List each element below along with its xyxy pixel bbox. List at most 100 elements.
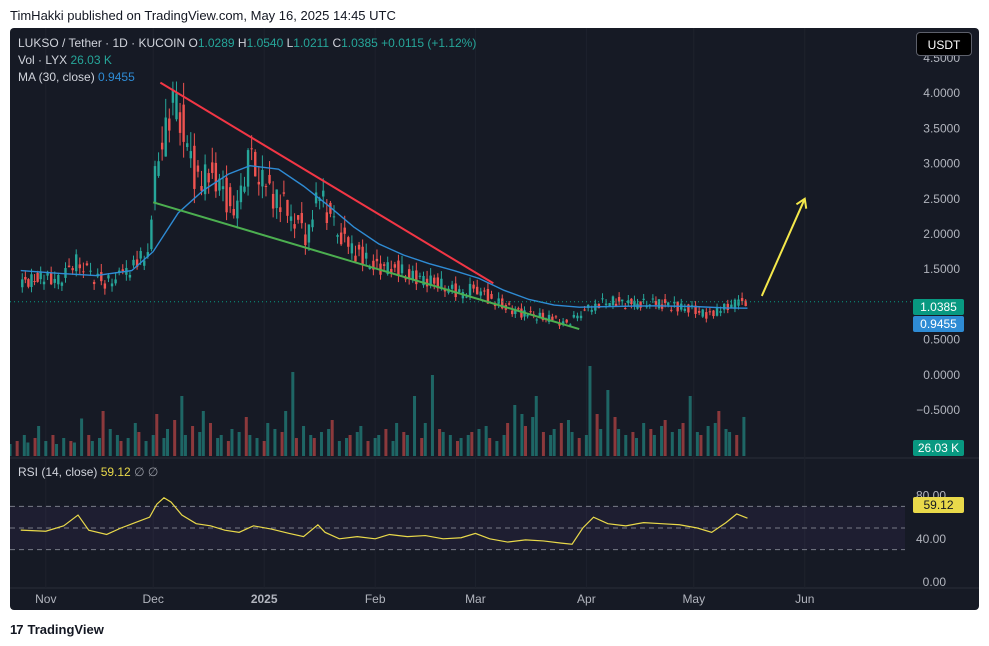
volume-bar (541, 432, 545, 456)
candle-body (737, 299, 740, 306)
volume-bar (613, 417, 617, 456)
volume-bar (255, 438, 259, 456)
volume-bar (201, 411, 205, 456)
candle-body (171, 89, 175, 103)
price-tick-label: 2.0000 (923, 227, 960, 241)
candle-body (268, 174, 271, 184)
candle-body (654, 301, 658, 305)
candle-body (554, 316, 558, 318)
candle-body (322, 190, 325, 197)
candle-body (75, 254, 78, 272)
candle-body (182, 104, 185, 142)
rsi-tick-label: 0.00 (923, 575, 947, 589)
candle-body (150, 219, 153, 250)
price-legend: LUKSO / Tether · 1D · KUCOIN O1.0289 H1.… (18, 35, 476, 51)
volume-bar (617, 429, 621, 456)
candle-body (153, 166, 157, 204)
candle-body (357, 244, 361, 250)
volume-bar (291, 372, 295, 456)
volume-bar (413, 396, 417, 456)
candle-body (608, 303, 611, 306)
candle-body (683, 308, 687, 311)
volume-bar (420, 438, 424, 456)
candle-body (372, 260, 375, 270)
candle-body (275, 189, 278, 209)
candle-body (397, 260, 400, 276)
candle-body (583, 309, 586, 311)
volume-bar (151, 435, 155, 456)
volume-bar (312, 438, 316, 456)
candle-body (386, 262, 389, 275)
volume-bar (244, 417, 248, 456)
candle-body (243, 186, 246, 192)
volume-bar (663, 420, 667, 456)
close-label: C (332, 36, 342, 50)
candle-body (694, 305, 697, 315)
volume-bar (273, 429, 277, 456)
candle-body (393, 264, 397, 268)
volume-bar (126, 438, 130, 456)
volume-bar (166, 429, 170, 456)
low-value: 1.0211 (293, 36, 330, 50)
volume-bar (642, 423, 646, 456)
volume-bar (230, 429, 234, 456)
time-tick-label: Jun (795, 592, 814, 606)
candle-body (254, 151, 257, 177)
currency-button[interactable]: USDT (916, 32, 972, 56)
volume-bar (577, 438, 581, 456)
volume-bar (355, 432, 359, 456)
volume-bar (280, 432, 284, 456)
candle-body (418, 275, 422, 277)
volume-bar (15, 441, 19, 456)
low-label: L (286, 36, 294, 50)
volume-bar (699, 435, 703, 456)
tradingview-logo-text: TradingView (27, 621, 104, 637)
volume-bar (101, 411, 105, 456)
high-value: 1.0540 (246, 36, 284, 50)
volume-label: Vol · LYX (18, 53, 68, 67)
volume-bar (266, 423, 270, 456)
candle-body (458, 289, 461, 292)
candle-body (71, 268, 74, 271)
chart-canvas[interactable]: 4.50004.00003.50003.00002.50002.00001.50… (10, 28, 979, 610)
time-tick-label: Feb (365, 592, 386, 606)
volume-bar (262, 441, 266, 456)
volume-bar (688, 396, 692, 456)
candle-body (624, 308, 627, 310)
time-tick-label: Mar (465, 592, 486, 606)
candle-body (53, 278, 56, 283)
volume-bar (37, 426, 41, 456)
volume-bar (606, 390, 610, 456)
volume-bar (62, 438, 66, 456)
candle-body (535, 319, 538, 321)
volume-bar (395, 423, 399, 456)
candle-body (24, 276, 27, 280)
ma-legend: MA (30, close) 0.9455 (18, 69, 135, 85)
candle-body (350, 243, 354, 254)
candle-body (633, 300, 636, 306)
volume-bar (742, 416, 746, 456)
candle-body (620, 299, 624, 302)
open-value: 1.0289 (197, 36, 235, 50)
volume-bar (216, 438, 220, 456)
candle-body (520, 308, 523, 318)
candle-body (157, 161, 160, 176)
volume-bar (599, 429, 603, 456)
candle-body (601, 298, 604, 300)
volume-bar (44, 441, 48, 456)
volume-bar (348, 435, 352, 456)
candle-body (529, 311, 532, 313)
candle-body (178, 112, 182, 133)
volume-bar (87, 435, 91, 456)
candles (21, 81, 747, 329)
volume-bar (33, 438, 37, 456)
tradingview-logo[interactable]: 17 TradingView (10, 620, 104, 638)
candle-body (146, 252, 150, 257)
candle-body (354, 255, 357, 262)
candle-body (132, 259, 135, 266)
chart-area[interactable]: 4.5000 4.0000 3.5000 3.0000 2.5000 2.0000 1.50… (10, 28, 979, 610)
candle-body (390, 268, 393, 274)
volume-bar (115, 435, 119, 456)
candle-body (27, 279, 30, 287)
candle-body (368, 267, 371, 269)
